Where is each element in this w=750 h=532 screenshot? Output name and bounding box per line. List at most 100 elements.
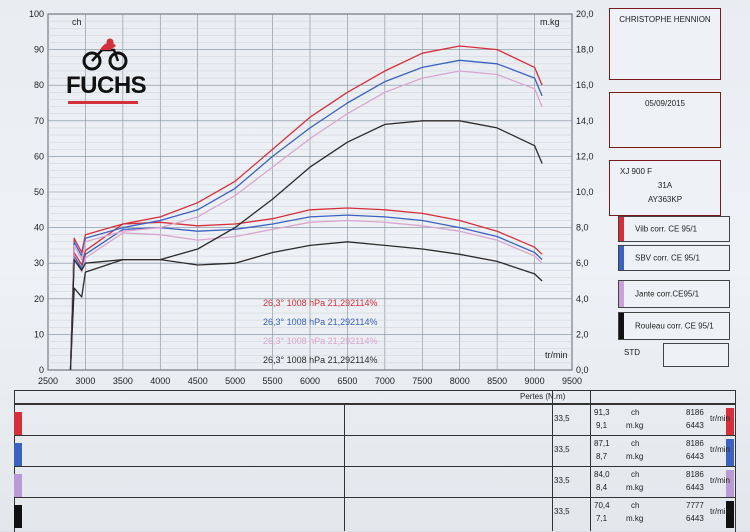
rpm-unit: tr/min (710, 476, 730, 485)
pertes-value: 33,5 (554, 445, 570, 454)
date-box: 05/09/2015 (609, 92, 721, 148)
legend-item-sbv: SBV corr. CE 95/1 (618, 245, 730, 271)
power-line (69, 120, 543, 371)
legend-label: Rouleau corr. CE 95/1 (635, 321, 714, 331)
x-tick-label: 3500 (113, 376, 133, 386)
torque-value: 8,7 (596, 452, 608, 461)
row-color-swatch-left (14, 474, 22, 497)
row-color-swatch-right (726, 470, 734, 497)
row-color-swatch-right (726, 501, 734, 528)
condition-line: 26,3° 1008 hPa 21,292114% (263, 336, 378, 346)
power-unit: ch (631, 470, 640, 479)
vehicle-model: XJ 900 F (620, 167, 653, 176)
power-line (69, 59, 543, 371)
y-left-tick-label: 50 (34, 187, 44, 197)
std-box (663, 343, 729, 367)
y-right-tick-label: 20,0 (576, 9, 594, 19)
y-right-tick-label: 2,0 (576, 329, 589, 339)
y-right-tick-label: 10,0 (576, 187, 594, 197)
torque-unit: m.kg (626, 483, 644, 492)
pertes-value: 33,5 (554, 414, 570, 423)
table-row (14, 404, 736, 436)
x-tick-label: 6000 (300, 376, 320, 386)
x-tick-label: 9000 (525, 376, 545, 386)
y-left-axis-ticks: 0 10 20 30 40 50 60 70 80 90 100 (29, 9, 44, 375)
legend-item-jante: Jante corr.CE95/1 (618, 280, 730, 308)
dyno-chart: 2500 3000 3500 4000 4500 5000 5500 6000 6500 7000… (29, 9, 594, 386)
y-left-tick-label: 10 (34, 329, 44, 339)
x-tick-label: 8500 (487, 376, 507, 386)
table-row (14, 466, 736, 498)
torque-line (69, 214, 543, 371)
legend-swatch (619, 246, 624, 270)
torque-value: 7,1 (596, 514, 608, 523)
torque-rpm: 6443 (686, 514, 704, 523)
pertes-value: 33,5 (554, 507, 570, 516)
x-tick-label: 5500 (263, 376, 283, 386)
table-col-2 (552, 390, 553, 531)
legend-swatch (619, 313, 624, 339)
power-value: 91,3 (594, 408, 610, 417)
y-left-tick-label: 40 (34, 223, 44, 233)
row-color-swatch-left (14, 412, 22, 435)
legend-label: SBV corr. CE 95/1 (635, 253, 700, 263)
power-rpm: 8186 (686, 439, 704, 448)
pertes-value: 33,5 (554, 476, 570, 485)
x-tick-label: 4000 (150, 376, 170, 386)
power-rpm: 7777 (686, 501, 704, 510)
x-tick-label: 3000 (75, 376, 95, 386)
torque-rpm: 6443 (686, 483, 704, 492)
chart-series (69, 45, 543, 371)
y-right-tick-label: 18,0 (576, 45, 594, 55)
y-left-tick-label: 20 (34, 294, 44, 304)
power-unit: ch (631, 439, 640, 448)
left-unit-label: ch (72, 17, 82, 27)
power-rpm: 8186 (686, 470, 704, 479)
y-left-tick-label: 80 (34, 80, 44, 90)
table-col-3 (590, 390, 591, 531)
torque-rpm: 6443 (686, 421, 704, 430)
torque-value: 8,4 (596, 483, 608, 492)
torque-value: 9,1 (596, 421, 608, 430)
legend-label: Vilb corr. CE 95/1 (635, 224, 698, 234)
y-right-tick-label: 16,0 (576, 80, 594, 90)
torque-unit: m.kg (626, 452, 644, 461)
rpm-unit: tr/min (710, 414, 730, 423)
chart-grid (47, 13, 573, 371)
fuchs-logo: FUCHS (66, 38, 147, 106)
results-table: Pertes (N.m) 33,5 91,3 9,1 ch m.kg 8186 6443 tr… (14, 390, 736, 532)
owner-name: CHRISTOPHE HENNION (619, 15, 711, 24)
x-tick-label: 5000 (225, 376, 245, 386)
power-value: 87,1 (594, 439, 610, 448)
x-axis-ticks: 2500 3000 3500 4000 4500 5000 5500 6000 6500 7000… (38, 376, 582, 386)
power-rpm: 8186 (686, 408, 704, 417)
power-value: 84,0 (594, 470, 610, 479)
y-right-tick-label: 0,0 (576, 365, 589, 375)
table-row (14, 497, 736, 529)
x-tick-label: 4500 (188, 376, 208, 386)
table-col-1 (344, 403, 345, 531)
y-right-tick-label: 4,0 (576, 294, 589, 304)
table-row (14, 435, 736, 467)
right-unit-label: m.kg (540, 17, 560, 27)
power-unit: ch (631, 501, 640, 510)
power-unit: ch (631, 408, 640, 417)
y-right-tick-label: 12,0 (576, 151, 594, 161)
y-left-tick-label: 90 (34, 45, 44, 55)
power-value: 70,4 (594, 501, 610, 510)
legend-item-rouleau: Rouleau corr. CE 95/1 (618, 312, 730, 340)
x-tick-label: 8000 (450, 376, 470, 386)
legend-swatch (619, 281, 624, 307)
y-left-tick-label: 0 (39, 365, 44, 375)
torque-line (69, 219, 543, 371)
y-right-tick-label: 14,0 (576, 116, 594, 126)
y-left-tick-label: 100 (29, 9, 44, 19)
y-left-tick-label: 60 (34, 151, 44, 161)
torque-line (69, 207, 543, 371)
row-color-swatch-right (726, 408, 734, 435)
y-right-axis-ticks: 0,0 2,0 4,0 6,0 8,0 10,0 12,0 14,0 16,0 18,0 20,0 (576, 9, 594, 375)
y-right-tick-label: 6,0 (576, 258, 589, 268)
table-header-line (14, 403, 736, 404)
power-line (69, 45, 543, 371)
